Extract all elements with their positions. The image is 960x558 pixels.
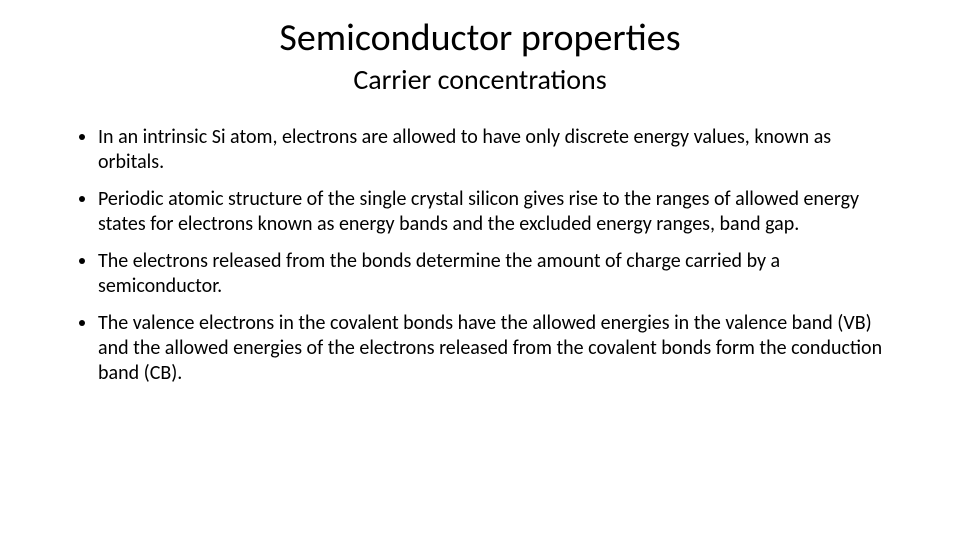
- list-item: Periodic atomic structure of the single …: [98, 187, 890, 237]
- slide-subtitle: Carrier concentrations: [0, 62, 960, 97]
- slide-body: In an intrinsic Si atom, electrons are a…: [70, 125, 890, 386]
- list-item: The electrons released from the bonds de…: [98, 249, 890, 299]
- slide: Semiconductor properties Carrier concent…: [0, 18, 960, 558]
- bullet-list: In an intrinsic Si atom, electrons are a…: [70, 125, 890, 386]
- list-item: The valence electrons in the covalent bo…: [98, 311, 890, 386]
- list-item: In an intrinsic Si atom, electrons are a…: [98, 125, 890, 175]
- slide-title: Semiconductor properties: [0, 18, 960, 60]
